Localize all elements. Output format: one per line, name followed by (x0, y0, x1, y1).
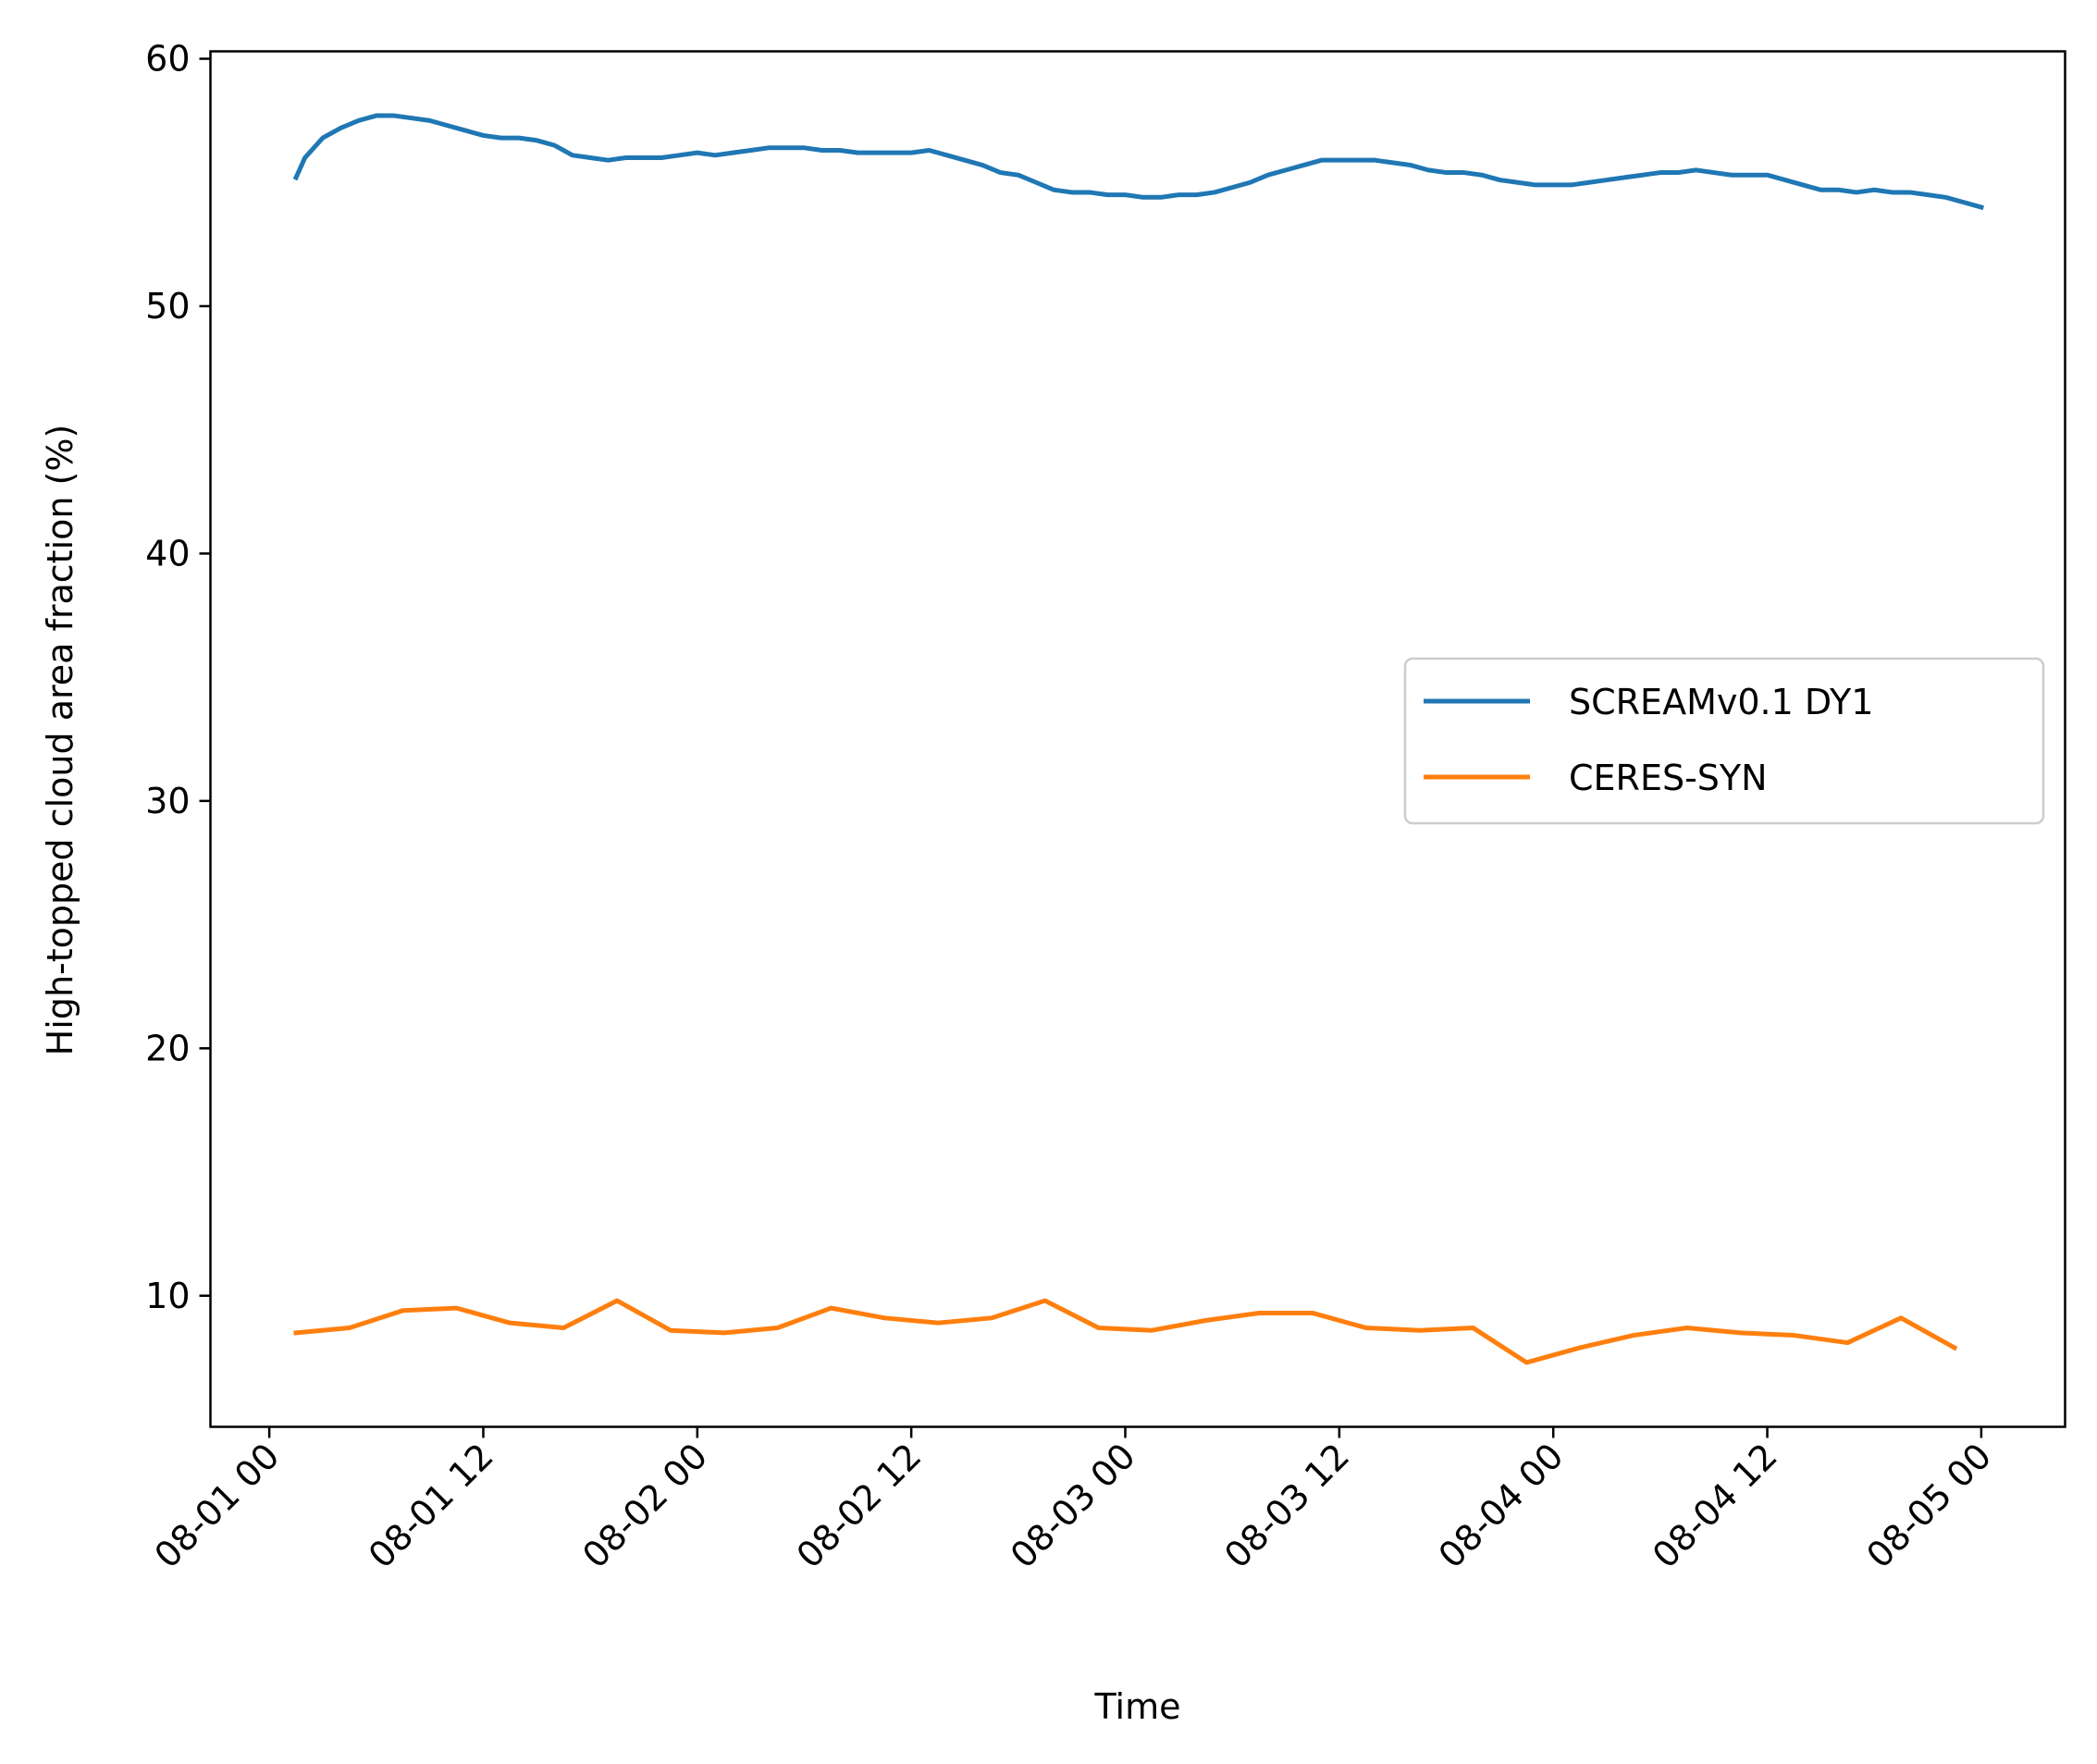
legend-label-scream: SCREAMv0.1 DY1 (1569, 682, 1873, 722)
x-axis-label: Time (1094, 1686, 1181, 1727)
y-tick-label-3: 40 (145, 533, 190, 574)
y-axis-label: High-topped cloud area fraction (%) (40, 425, 80, 1056)
legend-box (1403, 657, 2045, 825)
plot-area (209, 50, 2066, 1428)
series-line-0 (292, 113, 1984, 211)
y-tick-label-5: 60 (145, 39, 190, 80)
y-tick-label-2: 30 (145, 781, 190, 821)
series-line-1 (293, 1298, 1958, 1365)
legend: SCREAMv0.1 DY1 CERES-SYN (1403, 657, 2045, 825)
plot-frame (209, 50, 2066, 1428)
y-tick-label-0: 10 (145, 1276, 190, 1316)
y-tick-label-1: 20 (145, 1028, 190, 1068)
legend-label-ceres: CERES-SYN (1569, 758, 1768, 798)
series-layer (292, 113, 1984, 1365)
y-axis: 10 20 30 40 50 60 (145, 39, 211, 1316)
y-tick-label-4: 50 (145, 286, 190, 327)
